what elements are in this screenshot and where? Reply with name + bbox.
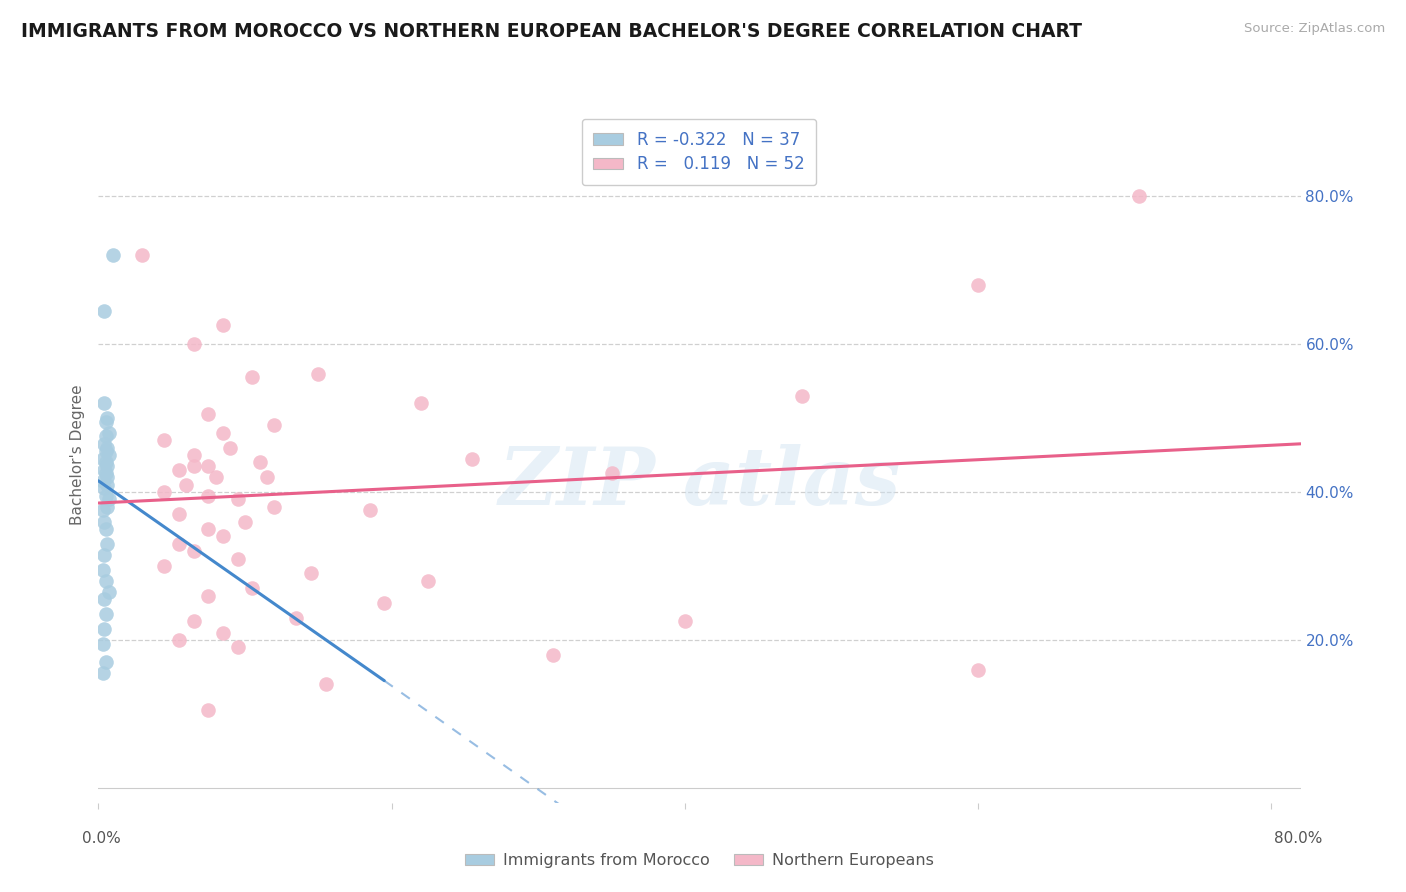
Point <box>204 470 226 484</box>
Point <box>183 448 205 462</box>
Point <box>183 615 205 629</box>
Point <box>212 529 235 543</box>
Point <box>197 458 219 473</box>
Point <box>299 566 322 581</box>
Point <box>97 492 120 507</box>
Point <box>240 370 263 384</box>
Point <box>94 444 117 458</box>
Point <box>153 558 176 573</box>
Point <box>263 418 285 433</box>
Point <box>97 448 120 462</box>
Point <box>673 615 696 629</box>
Point <box>94 574 117 588</box>
Point <box>93 481 115 495</box>
Point <box>93 396 115 410</box>
Point <box>94 429 117 443</box>
Point <box>461 451 484 466</box>
Point <box>359 503 381 517</box>
Point <box>96 470 118 484</box>
Point <box>96 537 118 551</box>
Point <box>93 622 115 636</box>
Point <box>153 484 176 499</box>
Point <box>167 463 190 477</box>
Point <box>93 548 115 562</box>
Point <box>94 607 117 621</box>
Point <box>226 640 249 655</box>
Point <box>94 467 117 481</box>
Point <box>1128 189 1150 203</box>
Point <box>176 477 198 491</box>
Point <box>96 411 118 425</box>
Point <box>197 489 219 503</box>
Point <box>93 592 115 607</box>
Point <box>197 589 219 603</box>
Text: ZIP atlas: ZIP atlas <box>498 444 901 522</box>
Point <box>967 277 990 292</box>
Point <box>285 611 308 625</box>
Point <box>153 433 176 447</box>
Point <box>101 248 124 262</box>
Text: IMMIGRANTS FROM MOROCCO VS NORTHERN EUROPEAN BACHELOR'S DEGREE CORRELATION CHART: IMMIGRANTS FROM MOROCCO VS NORTHERN EURO… <box>21 22 1083 41</box>
Point <box>96 477 118 491</box>
Point <box>93 437 115 451</box>
Point <box>212 425 235 440</box>
Y-axis label: Bachelor's Degree: Bachelor's Degree <box>70 384 86 525</box>
Point <box>373 596 395 610</box>
Point <box>219 441 242 455</box>
Point <box>167 632 190 647</box>
Point <box>91 474 114 488</box>
Point <box>96 500 118 514</box>
Point <box>233 515 256 529</box>
Point <box>94 415 117 429</box>
Text: 80.0%: 80.0% <box>1274 831 1322 846</box>
Point <box>600 467 623 481</box>
Point <box>183 544 205 558</box>
Point <box>183 458 205 473</box>
Point <box>97 585 120 599</box>
Point <box>212 625 235 640</box>
Point <box>94 489 117 503</box>
Point <box>197 407 219 421</box>
Point <box>97 425 120 440</box>
Point <box>91 451 114 466</box>
Point <box>263 500 285 514</box>
Point <box>93 303 115 318</box>
Point <box>418 574 440 588</box>
Point <box>94 655 117 669</box>
Point <box>249 455 271 469</box>
Legend: Immigrants from Morocco, Northern Europeans: Immigrants from Morocco, Northern Europe… <box>458 847 941 875</box>
Text: Source: ZipAtlas.com: Source: ZipAtlas.com <box>1244 22 1385 36</box>
Point <box>226 492 249 507</box>
Point <box>541 648 564 662</box>
Point <box>91 637 114 651</box>
Point <box>167 537 190 551</box>
Point <box>91 563 114 577</box>
Point <box>96 458 118 473</box>
Point <box>94 455 117 469</box>
Point <box>197 703 219 717</box>
Point <box>240 581 263 595</box>
Point <box>790 389 813 403</box>
Point <box>93 515 115 529</box>
Point <box>307 367 329 381</box>
Point <box>91 666 114 681</box>
Point <box>167 507 190 521</box>
Point <box>409 396 432 410</box>
Point <box>131 248 153 262</box>
Point <box>226 551 249 566</box>
Point <box>197 522 219 536</box>
Point <box>212 318 235 333</box>
Point <box>93 463 115 477</box>
Point <box>91 503 114 517</box>
Point <box>315 677 337 691</box>
Text: 0.0%: 0.0% <box>82 831 121 846</box>
Point <box>96 441 118 455</box>
Point <box>183 337 205 351</box>
Point <box>256 470 278 484</box>
Point <box>967 663 990 677</box>
Point <box>94 522 117 536</box>
